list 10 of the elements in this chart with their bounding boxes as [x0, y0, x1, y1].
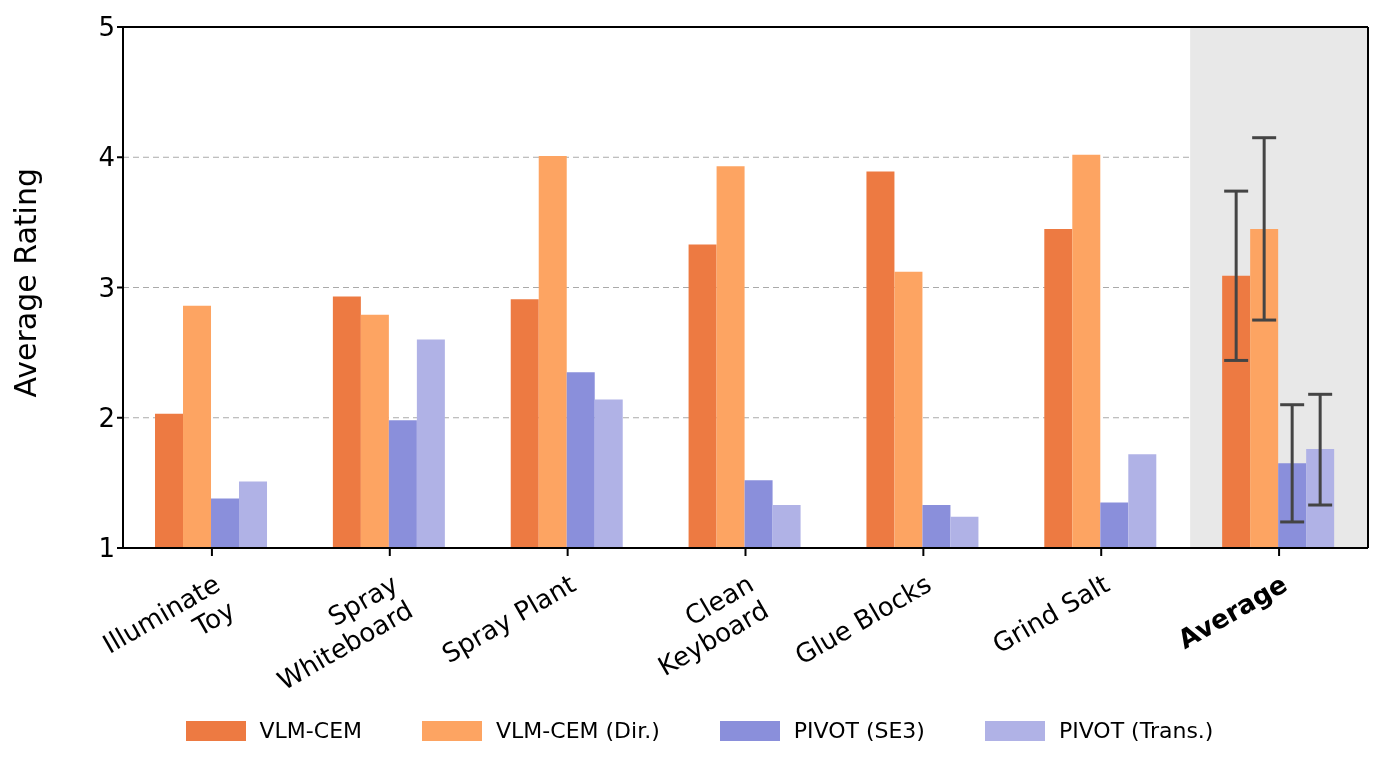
y-tick-label: 5 — [98, 12, 115, 43]
y-tick-label: 3 — [98, 272, 115, 303]
legend-label: PIVOT (Trans.) — [1058, 718, 1214, 743]
legend-label: VLM-CEM — [259, 718, 363, 743]
legend-label: PIVOT (SE3) — [793, 718, 925, 743]
legend-label: VLM-CEM (Dir.) — [496, 718, 660, 743]
y-tick-label: 1 — [98, 533, 115, 564]
y-axis-title: Average Rating — [7, 168, 43, 398]
y-tick-label: 4 — [98, 142, 115, 173]
y-tick-label: 2 — [98, 402, 115, 433]
